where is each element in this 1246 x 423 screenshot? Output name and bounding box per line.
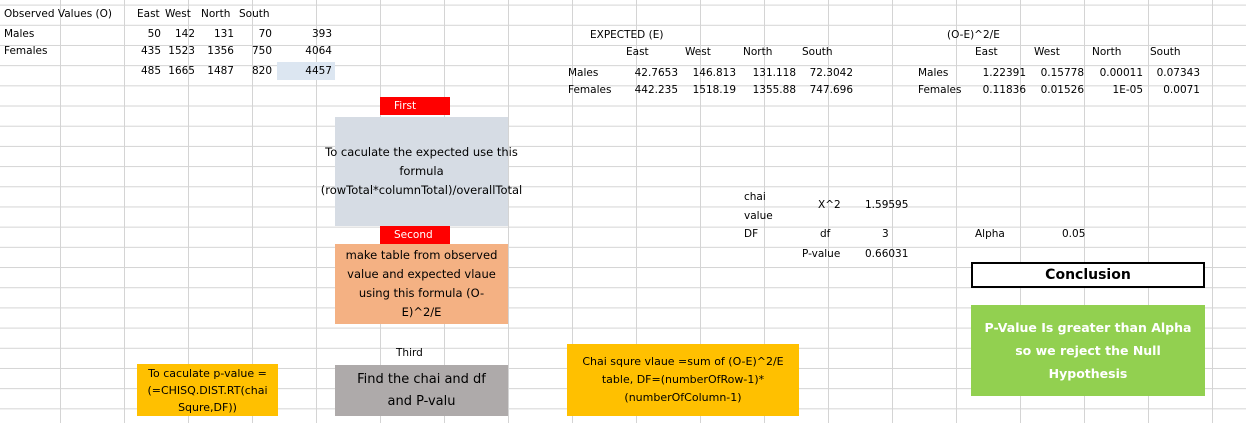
first-step-text: To caculate the expected use this formul… [320, 145, 523, 197]
obs-cell[interactable]: 70 [258, 28, 272, 40]
first-tag[interactable]: First [380, 97, 450, 115]
third-tag[interactable]: Third [396, 347, 423, 359]
obs-col-total[interactable]: 485 [140, 65, 161, 77]
obs-cell[interactable]: 1356 [207, 45, 234, 57]
oe-cell[interactable]: 1.22391 [982, 67, 1026, 79]
df-label[interactable]: df [820, 228, 831, 240]
exp-header-north[interactable]: North [743, 46, 773, 58]
obs-cell[interactable]: 50 [147, 28, 161, 40]
oe-row-label-females[interactable]: Females [918, 84, 962, 96]
oe-row-label-males[interactable]: Males [918, 67, 949, 79]
alpha-label[interactable]: Alpha [975, 228, 1005, 240]
expected-title[interactable]: EXPECTED (E) [590, 29, 664, 41]
obs-header-north[interactable]: North [201, 8, 231, 20]
third-step-text: Find the chai and df and P-valu [357, 371, 486, 409]
oe-header-north[interactable]: North [1092, 46, 1122, 58]
obs-col-total[interactable]: 1665 [168, 65, 195, 77]
pvalue-formula-text: To caculate p-value =(=CHISQ.DIST.RT(cha… [147, 366, 268, 414]
obs-row-total[interactable]: 4064 [305, 45, 332, 57]
oe-header-east[interactable]: East [975, 46, 998, 58]
oe-cell[interactable]: 0.00011 [1099, 67, 1143, 79]
oe-cell[interactable]: 0.07343 [1156, 67, 1200, 79]
oe-header-west[interactable]: West [1034, 46, 1060, 58]
df-left-label[interactable]: DF [744, 228, 759, 240]
obs-row-label-females[interactable]: Females [4, 45, 48, 57]
selected-cell[interactable] [277, 62, 335, 80]
exp-cell[interactable]: 42.7653 [634, 67, 678, 79]
obs-col-total[interactable]: 1487 [207, 65, 234, 77]
obs-cell[interactable]: 435 [140, 45, 161, 57]
exp-row-label-females[interactable]: Females [568, 84, 612, 96]
exp-cell[interactable]: 72.3042 [809, 67, 853, 79]
obs-grand-total[interactable]: 4457 [305, 65, 332, 77]
x2-label[interactable]: X^2 [818, 199, 841, 211]
exp-header-south[interactable]: South [802, 46, 833, 58]
exp-cell[interactable]: 1355.88 [752, 84, 796, 96]
exp-cell[interactable]: 146.813 [692, 67, 736, 79]
alpha-value[interactable]: 0.05 [1062, 228, 1086, 240]
obs-row-total[interactable]: 393 [311, 28, 332, 40]
obs-cell[interactable]: 750 [251, 45, 272, 57]
obs-header-south[interactable]: South [239, 8, 270, 20]
oe-header-south[interactable]: South [1150, 46, 1181, 58]
oe-cell[interactable]: 0.15778 [1040, 67, 1084, 79]
obs-cell[interactable]: 131 [213, 28, 234, 40]
first-step-box[interactable]: To caculate the expected use this formul… [321, 117, 522, 226]
pvalue-formula-box[interactable]: To caculate p-value =(=CHISQ.DIST.RT(cha… [137, 364, 278, 416]
conclusion-box[interactable]: P-Value Is greater than Alpha so we reje… [971, 305, 1205, 396]
second-step-box[interactable]: make table from observed value and expec… [335, 244, 508, 324]
second-tag[interactable]: Second [380, 226, 450, 244]
exp-cell[interactable]: 747.696 [809, 84, 853, 96]
pvalue-value[interactable]: 0.66031 [865, 248, 909, 260]
obs-header-west[interactable]: West [165, 8, 191, 20]
pvalue-label[interactable]: P-value [802, 248, 841, 260]
obs-cell[interactable]: 1523 [168, 45, 195, 57]
obs-row-label-males[interactable]: Males [4, 28, 35, 40]
oe-title[interactable]: (O-E)^2/E [947, 29, 1000, 41]
chai-value-label[interactable]: chai value [744, 191, 773, 222]
oe-cell[interactable]: 0.11836 [982, 84, 1026, 96]
second-step-text: make table from observed value and expec… [345, 248, 498, 319]
chai-formula-box[interactable]: Chai squre vlaue =sum of (O-E)^2/E table… [567, 344, 799, 416]
obs-cell[interactable]: 142 [174, 28, 195, 40]
conclusion-text: P-Value Is greater than Alpha so we reje… [984, 320, 1192, 381]
x2-value[interactable]: 1.59595 [865, 199, 909, 211]
conclusion-title: Conclusion [1045, 266, 1131, 283]
exp-cell[interactable]: 131.118 [752, 67, 796, 79]
oe-cell[interactable]: 1E-05 [1112, 84, 1143, 96]
third-step-box[interactable]: Find the chai and df and P-valu [335, 365, 508, 416]
exp-row-label-males[interactable]: Males [568, 67, 599, 79]
exp-cell[interactable]: 442.235 [634, 84, 678, 96]
chai-formula-text: Chai squre vlaue =sum of (O-E)^2/E table… [582, 355, 784, 404]
df-value[interactable]: 3 [882, 228, 889, 240]
oe-cell[interactable]: 0.01526 [1040, 84, 1084, 96]
exp-header-west[interactable]: West [685, 46, 711, 58]
exp-cell[interactable]: 1518.19 [692, 84, 736, 96]
obs-header-east[interactable]: East [137, 8, 160, 20]
obs-col-total[interactable]: 820 [251, 65, 272, 77]
exp-header-east[interactable]: East [626, 46, 649, 58]
oe-cell[interactable]: 0.0071 [1163, 84, 1200, 96]
conclusion-title-box[interactable]: Conclusion [971, 262, 1205, 288]
observed-title[interactable]: Observed Values (O) [4, 8, 112, 20]
